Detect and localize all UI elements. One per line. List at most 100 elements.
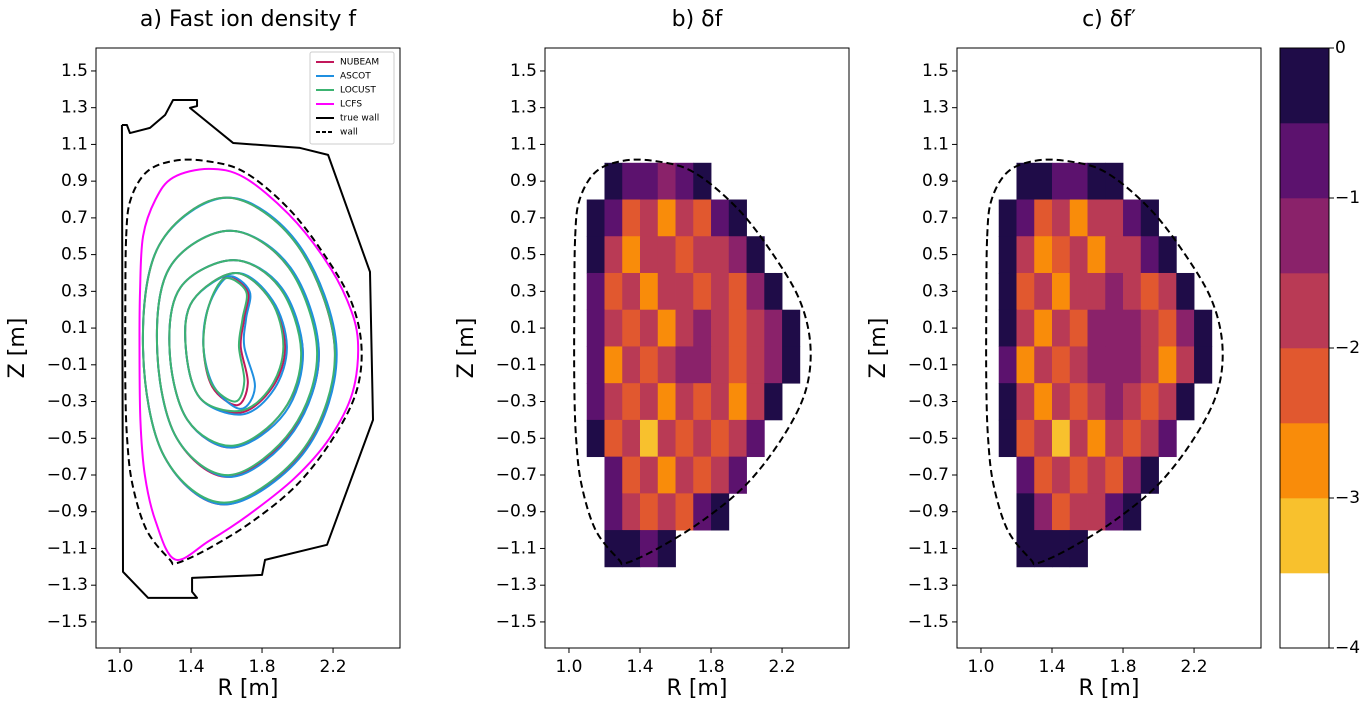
heatmap-cell — [622, 419, 641, 458]
heatmap-cell — [1034, 383, 1053, 421]
series-line — [124, 158, 363, 566]
x-tick-label: 1.0 — [555, 657, 582, 677]
y-tick-label: 0.9 — [922, 171, 949, 191]
heatmap-cell — [1052, 272, 1071, 311]
heatmap-cell — [1052, 419, 1071, 458]
heatmap-cell — [1087, 456, 1106, 494]
y-tick-label: −0.3 — [47, 392, 88, 412]
heatmap-cell — [1052, 199, 1071, 237]
heatmap-cell — [1052, 309, 1071, 347]
heatmap-cell — [586, 236, 605, 274]
heatmap-cell — [1105, 236, 1124, 274]
heatmap-cell — [657, 456, 676, 494]
heatmap-cell — [1158, 383, 1177, 421]
heatmap-cell — [1069, 199, 1088, 237]
heatmap-cell — [604, 162, 623, 200]
heatmap-cell — [1123, 456, 1142, 494]
colorbar-bin — [1280, 573, 1329, 649]
heatmap-cell — [711, 199, 730, 237]
y-tick-label: −0.1 — [47, 355, 88, 375]
colorbar-tick-label: −4 — [1335, 638, 1360, 658]
series-line — [138, 167, 360, 561]
heatmap-cell — [728, 272, 747, 311]
heatmap-cell — [604, 419, 623, 458]
heatmap-cell — [746, 272, 765, 311]
heatmap-cell — [604, 493, 623, 531]
series-line — [120, 98, 375, 599]
heatmap-cell — [586, 199, 605, 237]
heatmap-cell — [675, 419, 694, 458]
heatmap-cell — [675, 162, 694, 200]
heatmap-cell — [1034, 493, 1053, 531]
heatmap-cell — [1176, 346, 1195, 384]
heatmap-cell — [1140, 309, 1159, 347]
y-tick-label: −0.7 — [908, 465, 949, 485]
heatmap-cell — [998, 272, 1017, 311]
y-tick-label: 0.5 — [510, 245, 537, 265]
y-tick-label: 0.7 — [922, 208, 949, 228]
heatmap-cell — [604, 346, 623, 384]
heatmap-cell — [998, 236, 1017, 274]
heatmap-cell — [1123, 383, 1142, 421]
y-tick-label: 1.3 — [61, 98, 88, 118]
heatmap-cell — [1034, 272, 1053, 311]
heatmap-cell — [622, 346, 641, 384]
heatmap-cell — [711, 419, 730, 458]
heatmap-cell — [693, 346, 712, 384]
heatmap-cell — [1016, 456, 1035, 494]
y-tick-label: −1.3 — [47, 575, 88, 595]
heatmap-cell — [1016, 530, 1035, 568]
legend-label: wall — [340, 128, 358, 138]
heatmap-cell — [1016, 346, 1035, 384]
heatmap-cell — [1158, 419, 1177, 458]
heatmap-cell — [586, 419, 605, 458]
heatmap-cell — [675, 383, 694, 421]
heatmap-cell — [1052, 236, 1071, 274]
heatmap-cell — [998, 199, 1017, 237]
colorbar-bin — [1280, 498, 1329, 574]
heatmap-cell — [1069, 346, 1088, 384]
heatmap-cell — [1105, 419, 1124, 458]
x-tick-label: 1.4 — [1038, 657, 1065, 677]
heatmap-cell — [693, 309, 712, 347]
heatmap-cell — [1087, 346, 1106, 384]
heatmap-cell — [746, 419, 765, 458]
heatmap-cell — [1016, 199, 1035, 237]
x-tick-label: 1.8 — [249, 657, 276, 677]
heatmap-cell — [675, 199, 694, 237]
y-tick-label: −0.5 — [496, 428, 537, 448]
series-line — [168, 259, 303, 447]
y-tick-label: −1.1 — [47, 538, 88, 558]
heatmap-cell — [711, 272, 730, 311]
legend-label: NUBEAM — [340, 58, 379, 68]
series-line — [184, 271, 287, 414]
heatmap-cell — [1069, 162, 1088, 200]
heatmap-cell — [1194, 309, 1213, 347]
y-axis-label: Z [m] — [866, 318, 891, 379]
heatmap-cell — [604, 383, 623, 421]
y-tick-label: 0.9 — [61, 171, 88, 191]
heatmap-cell — [604, 199, 623, 237]
heatmap-cell — [1105, 309, 1124, 347]
y-axis-label: Z [m] — [454, 318, 479, 379]
heatmap-cell — [675, 309, 694, 347]
panel-title: a) Fast ion density f — [140, 7, 357, 32]
heatmap-cell — [1087, 309, 1106, 347]
heatmap-cell — [998, 346, 1017, 384]
legend-label: ASCOT — [340, 72, 371, 82]
heatmap-cell — [1087, 272, 1106, 311]
heatmap-cell — [746, 236, 765, 274]
x-tick-label: 2.2 — [320, 657, 347, 677]
heatmap-cell — [1105, 346, 1124, 384]
colorbar-bin — [1280, 198, 1329, 274]
colorbar-bin — [1280, 48, 1329, 124]
heatmap-cell — [622, 199, 641, 237]
heatmap-cell — [622, 309, 641, 347]
heatmap-cell — [1069, 236, 1088, 274]
heatmap-cell — [1140, 199, 1159, 237]
heatmap-cell — [1105, 199, 1124, 237]
heatmap-cell — [693, 383, 712, 421]
heatmap-cell — [1052, 346, 1071, 384]
legend-label: LCFS — [340, 100, 362, 110]
y-tick-label: −0.7 — [47, 465, 88, 485]
